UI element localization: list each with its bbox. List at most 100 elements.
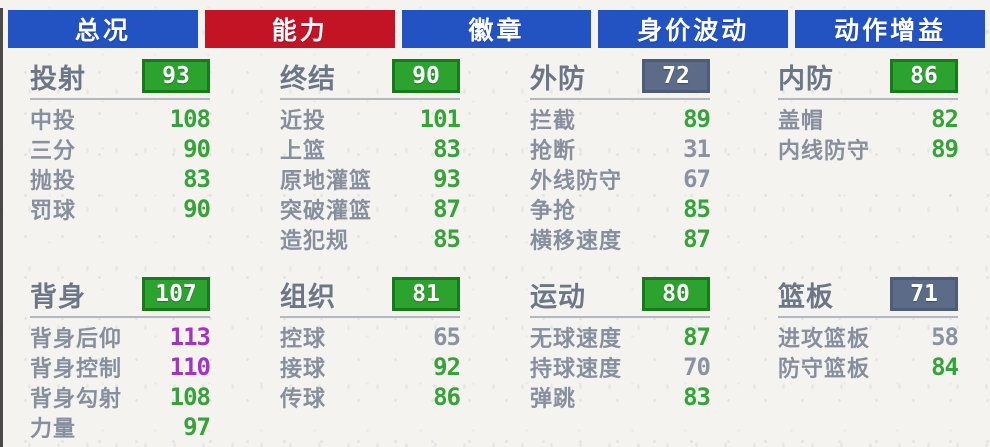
stat-group-post: 背身 107 背身后仰 113 背身控制 110 背身勾射 108 力量 97 — [30, 276, 211, 442]
stat-row: 无球速度 87 — [530, 322, 711, 352]
stat-value: 87 — [683, 225, 711, 253]
stat-label: 近投 — [280, 108, 327, 133]
left-edge-border — [0, 8, 3, 447]
stat-label: 持球速度 — [530, 356, 623, 381]
stat-value: 90 — [183, 135, 211, 163]
stat-row: 近投 101 — [280, 104, 461, 134]
stat-label: 造犯规 — [280, 228, 350, 253]
stat-row: 外线防守 67 — [530, 164, 711, 194]
stat-value: 87 — [683, 323, 711, 351]
stat-row: 争抢 85 — [530, 194, 711, 224]
stat-row: 持球速度 70 — [530, 352, 711, 382]
stat-value: 83 — [433, 135, 461, 163]
tab-move-boost[interactable]: 动作增益 — [795, 10, 985, 48]
stat-group-perimeter-defense: 外防 72 拦截 89 抢断 31 外线防守 67 争抢 85 横移速度 87 — [530, 58, 711, 254]
group-divider — [280, 316, 460, 318]
stat-label: 背身控制 — [30, 356, 123, 381]
tab-ability[interactable]: 能力 — [204, 10, 395, 48]
stat-label: 三分 — [30, 138, 77, 163]
stat-value: 97 — [183, 413, 211, 441]
stat-label: 横移速度 — [530, 228, 623, 253]
stat-group-shooting: 投射 93 中投 108 三分 90 抛投 83 罚球 90 — [30, 58, 211, 224]
group-divider — [530, 98, 710, 100]
stat-row: 防守篮板 84 — [778, 352, 959, 382]
stat-label: 内线防守 — [778, 138, 871, 163]
stat-row: 横移速度 87 — [530, 224, 711, 254]
stat-row: 中投 108 — [30, 104, 211, 134]
stat-value: 89 — [683, 105, 711, 133]
group-title: 内防 — [778, 63, 834, 94]
stat-value: 84 — [931, 353, 959, 381]
stat-label: 接球 — [280, 356, 327, 381]
stat-value: 113 — [169, 323, 211, 351]
stat-row: 拦截 89 — [530, 104, 711, 134]
stat-label: 外线防守 — [530, 168, 623, 193]
group-title: 投射 — [30, 63, 86, 94]
stat-group-athleticism: 运动 80 无球速度 87 持球速度 70 弹跳 83 — [530, 276, 711, 412]
overall-badge: 90 — [392, 59, 460, 93]
stat-group-interior-defense: 内防 86 盖帽 82 内线防守 89 — [778, 58, 959, 164]
stat-row: 抛投 83 — [30, 164, 211, 194]
stat-value: 83 — [183, 165, 211, 193]
stats-panel: 投射 93 中投 108 三分 90 抛投 83 罚球 90 背身 107 背身后仰 113 背身控制 110… — [0, 58, 990, 447]
stat-label: 背身勾射 — [30, 386, 123, 411]
stat-value: 70 — [683, 353, 711, 381]
stat-label: 进攻篮板 — [778, 326, 871, 351]
stat-column-1: 投射 93 中投 108 三分 90 抛投 83 罚球 90 背身 107 背身后仰 113 背身控制 110… — [30, 58, 211, 447]
stat-label: 中投 — [30, 108, 77, 133]
stat-row: 罚球 90 — [30, 194, 211, 224]
stat-label: 突破灌篮 — [280, 198, 373, 223]
stat-value: 82 — [931, 105, 959, 133]
stat-row: 三分 90 — [30, 134, 211, 164]
group-title: 背身 — [30, 281, 86, 312]
overall-badge: 81 — [392, 277, 460, 311]
stat-value: 58 — [931, 323, 959, 351]
tab-overview[interactable]: 总况 — [8, 10, 198, 48]
group-header: 外防 72 — [530, 58, 710, 94]
stat-value: 85 — [683, 195, 711, 223]
tab-bar: 总况 能力 徽章 身价波动 动作增益 — [8, 10, 985, 48]
stat-row: 进攻篮板 58 — [778, 322, 959, 352]
stat-row: 背身控制 110 — [30, 352, 211, 382]
stat-value: 89 — [931, 135, 959, 163]
stat-value: 65 — [433, 323, 461, 351]
tab-value-fluctuation[interactable]: 身价波动 — [598, 10, 789, 48]
stat-value: 101 — [419, 105, 461, 133]
stat-label: 力量 — [30, 416, 77, 441]
stat-row: 内线防守 89 — [778, 134, 959, 164]
stat-value: 110 — [169, 353, 211, 381]
stat-group-playmaking: 组织 81 控球 65 接球 92 传球 86 — [280, 276, 461, 412]
stat-row: 背身后仰 113 — [30, 322, 211, 352]
stat-row: 造犯规 85 — [280, 224, 461, 254]
group-header: 篮板 71 — [778, 276, 958, 312]
overall-badge: 93 — [142, 59, 210, 93]
group-divider — [280, 98, 460, 100]
stat-value: 90 — [183, 195, 211, 223]
group-header: 背身 107 — [30, 276, 210, 312]
stat-label: 弹跳 — [530, 386, 577, 411]
stat-value: 67 — [683, 165, 711, 193]
stat-label: 争抢 — [530, 198, 577, 223]
group-divider — [30, 316, 210, 318]
tab-badges[interactable]: 徽章 — [401, 10, 592, 48]
group-header: 内防 86 — [778, 58, 958, 94]
stat-label: 抛投 — [30, 168, 77, 193]
overall-badge: 107 — [142, 277, 210, 311]
stat-label: 传球 — [280, 386, 327, 411]
stat-label: 无球速度 — [530, 326, 623, 351]
stat-label: 上篮 — [280, 138, 327, 163]
stat-row: 力量 97 — [30, 412, 211, 442]
group-header: 终结 90 — [280, 58, 460, 94]
stat-column-4: 内防 86 盖帽 82 内线防守 89 篮板 71 进攻篮板 58 防守篮板 84 — [778, 58, 959, 447]
stat-label: 控球 — [280, 326, 327, 351]
overall-badge: 71 — [890, 277, 958, 311]
group-title: 篮板 — [778, 281, 834, 312]
stat-value: 87 — [433, 195, 461, 223]
group-divider — [778, 98, 958, 100]
stat-label: 抢断 — [530, 138, 577, 163]
stat-row: 弹跳 83 — [530, 382, 711, 412]
group-divider — [530, 316, 710, 318]
stat-label: 背身后仰 — [30, 326, 123, 351]
stat-label: 原地灌篮 — [280, 168, 373, 193]
group-title: 运动 — [530, 281, 586, 312]
